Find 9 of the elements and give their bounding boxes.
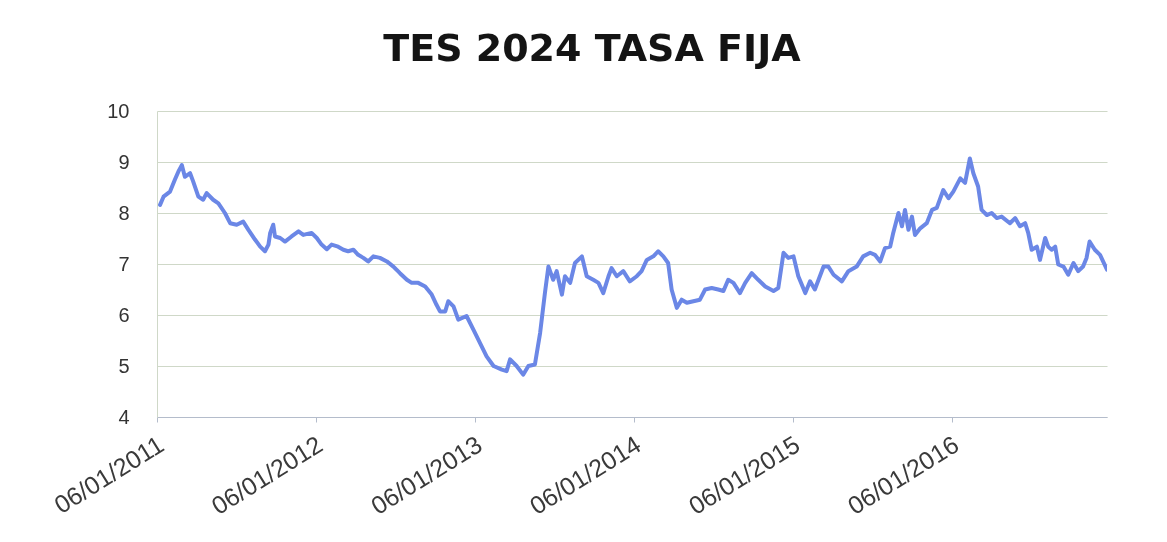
y-tick-label: 10 <box>107 99 130 122</box>
y-tick-label: 4 <box>118 405 130 428</box>
y-tick-label: 9 <box>118 150 130 173</box>
line-series <box>158 156 1107 377</box>
y-tick-label: 5 <box>118 354 130 377</box>
chart-title: TES 2024 TASA FIJA <box>383 26 802 70</box>
y-tick-label: 7 <box>118 252 130 275</box>
y-tick-label: 6 <box>118 303 130 326</box>
y-tick-label: 8 <box>118 201 130 224</box>
